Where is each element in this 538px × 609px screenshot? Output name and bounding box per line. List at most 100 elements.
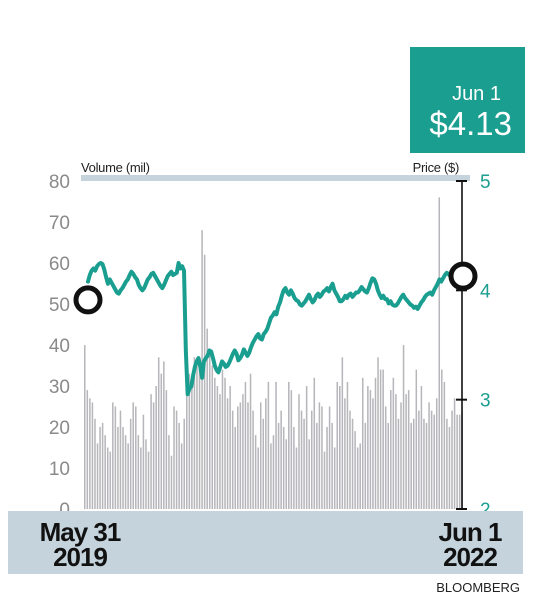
volume-bar [316,422,318,509]
volume-bar [244,381,247,509]
volume-bar [288,381,290,509]
volume-bar [170,455,173,509]
right-axis-label: Price ($) [413,160,459,175]
right-tick-label: 3 [480,391,491,412]
volume-bar [349,410,351,509]
volume-bar [234,427,236,509]
left-tick-label: 0 [59,500,70,521]
volume-bar [226,398,229,509]
volume-bar [147,451,150,509]
volume-bar [453,398,456,509]
volume-bar [106,447,109,509]
volume-bar [300,410,303,509]
volume-bar [265,398,267,509]
volume-bar [257,447,259,509]
volume-bar [119,410,122,509]
volume-bar [321,406,323,509]
volume-bar [165,390,168,509]
volume-bar [211,365,214,509]
volume-bar [326,427,328,509]
volume-bar [135,406,137,509]
volume-bar [183,418,185,509]
volume-bar [395,394,397,509]
volume-bar [150,394,152,509]
volume-bar [313,377,316,509]
volume-bar [423,418,425,509]
left-axis-label: Volume (mil) [81,160,150,175]
volume-bars [84,197,463,509]
volume-bar [387,422,390,509]
volume-bar [308,439,310,509]
x-axis-band [8,511,523,574]
volume-bar [196,365,198,509]
volume-bar [191,381,193,509]
volume-bar [175,410,178,509]
volume-bar [272,435,275,509]
volume-bar [267,381,270,509]
volume-bar [361,377,364,509]
volume-bar [407,390,410,509]
volume-bar [224,377,226,509]
volume-bar [451,410,453,509]
start-marker [73,285,103,315]
volume-bar [259,402,262,509]
volume-bar [84,345,86,509]
volume-bar [305,386,308,509]
volume-bar [430,410,433,509]
left-tick-label: 20 [49,418,70,439]
volume-bar [382,369,384,509]
volume-bar [433,414,435,509]
volume-bar [168,435,170,509]
volume-bar [132,402,134,509]
volume-bar [203,254,206,509]
volume-bar [374,377,377,509]
volume-bar [359,443,361,509]
volume-bar [91,402,94,509]
volume-bar [415,369,418,509]
volume-bar [89,398,91,509]
volume-bar [275,381,277,509]
volume-bar [428,402,430,509]
x-label-start-line1: May 31 [39,517,122,547]
callout-date: Jun 1 [452,83,501,105]
volume-bar [114,406,117,509]
right-tick-label: 4 [480,281,491,302]
volume-bar [193,357,196,509]
volume-bar [443,381,446,509]
volume-bar [124,435,127,509]
x-label-end-line2: 2022 [443,542,498,572]
volume-bar [282,427,285,509]
volume-bar [351,418,354,509]
volume-bar [456,414,458,509]
volume-bar [180,443,183,509]
volume-bar [145,439,147,509]
volume-bar [410,422,412,509]
volume-bar [94,418,96,509]
left-tick-label: 70 [49,213,70,234]
volume-bar [262,418,265,509]
volume-bar [367,386,369,509]
volume-bar [420,386,423,509]
volume-bar [109,451,112,509]
left-tick-label: 80 [49,172,70,193]
volume-bar [247,402,249,509]
price-line [86,261,465,397]
volume-bar [231,410,234,509]
volume-bar [140,447,142,509]
volume-bar [379,369,382,509]
volume-bar [155,386,157,509]
volume-bar [101,422,104,509]
volume-bar [369,390,372,509]
top-axis-bar [81,175,470,181]
left-tick-label: 10 [49,459,70,480]
volume-bar [142,414,145,509]
x-label-end: Jun 1 2022 [430,519,510,572]
volume-bar [127,443,129,509]
volume-bar [104,435,106,509]
x-label-start-line2: 2019 [53,542,108,572]
volume-bar [346,381,349,509]
volume-bar [206,328,208,509]
volume-bar [354,431,356,509]
volume-bar [277,422,280,509]
volume-bar [216,386,219,509]
